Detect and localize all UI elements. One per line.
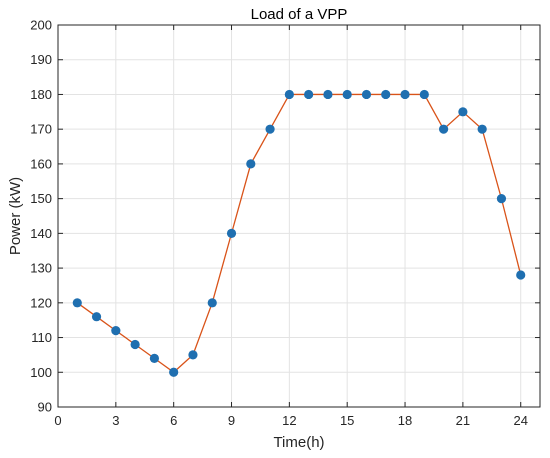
- chart-title: Load of a VPP: [251, 6, 348, 23]
- data-point: [400, 89, 410, 100]
- data-point: [72, 298, 82, 308]
- y-tick-label: 190: [30, 52, 52, 67]
- data-point: [111, 326, 121, 336]
- x-tick-label: 3: [112, 413, 119, 428]
- data-point: [188, 350, 198, 360]
- x-tick-label: 18: [398, 413, 412, 428]
- x-axis-title: Time(h): [273, 434, 324, 451]
- y-tick-label: 110: [31, 330, 52, 345]
- data-point: [458, 107, 468, 117]
- data-point: [304, 89, 314, 100]
- x-axis-ticks: 0 3 6 9 12 15 18 21 24: [54, 25, 528, 428]
- x-tick-label: 6: [170, 413, 177, 428]
- y-tick-label: 180: [30, 87, 52, 102]
- data-point: [284, 89, 294, 100]
- y-tick-label: 120: [30, 295, 52, 310]
- data-point: [419, 89, 429, 100]
- data-point: [149, 353, 159, 363]
- data-point: [169, 367, 179, 377]
- y-tick-label: 140: [30, 226, 52, 241]
- data-point: [265, 124, 275, 134]
- series-layer: [72, 89, 526, 377]
- data-point: [496, 194, 507, 204]
- x-tick-label: 15: [340, 413, 354, 428]
- x-tick-label: 9: [228, 413, 235, 428]
- y-tick-label: 100: [30, 365, 52, 380]
- x-tick-label: 21: [456, 413, 470, 428]
- y-tick-label: 170: [30, 122, 52, 137]
- data-point: [207, 298, 217, 308]
- data-point: [381, 89, 391, 100]
- data-point: [130, 339, 140, 350]
- data-point: [226, 228, 237, 238]
- data-point: [246, 159, 256, 169]
- data-point: [516, 270, 526, 280]
- x-tick-label: 24: [513, 413, 527, 428]
- plot-frame: [57, 24, 541, 408]
- data-point: [439, 124, 449, 134]
- y-axis-ticks: 90 100 110 120 130 140 150 160 170 180 190 200: [30, 18, 540, 415]
- x-tick-label: 0: [54, 413, 61, 428]
- y-tick-label: 150: [30, 191, 52, 206]
- y-tick-label: 130: [30, 261, 52, 276]
- y-tick-label: 160: [30, 156, 52, 171]
- grid: [57, 24, 540, 408]
- data-point: [91, 312, 102, 322]
- y-tick-label: 90: [38, 400, 52, 415]
- y-axis-title: Power (kW): [7, 177, 24, 255]
- data-point: [477, 124, 487, 134]
- data-point: [361, 89, 372, 100]
- data-point: [323, 89, 333, 100]
- data-point: [342, 89, 352, 100]
- x-tick-label: 12: [282, 413, 296, 428]
- plot-area: [58, 25, 540, 407]
- y-tick-label: 200: [30, 18, 52, 33]
